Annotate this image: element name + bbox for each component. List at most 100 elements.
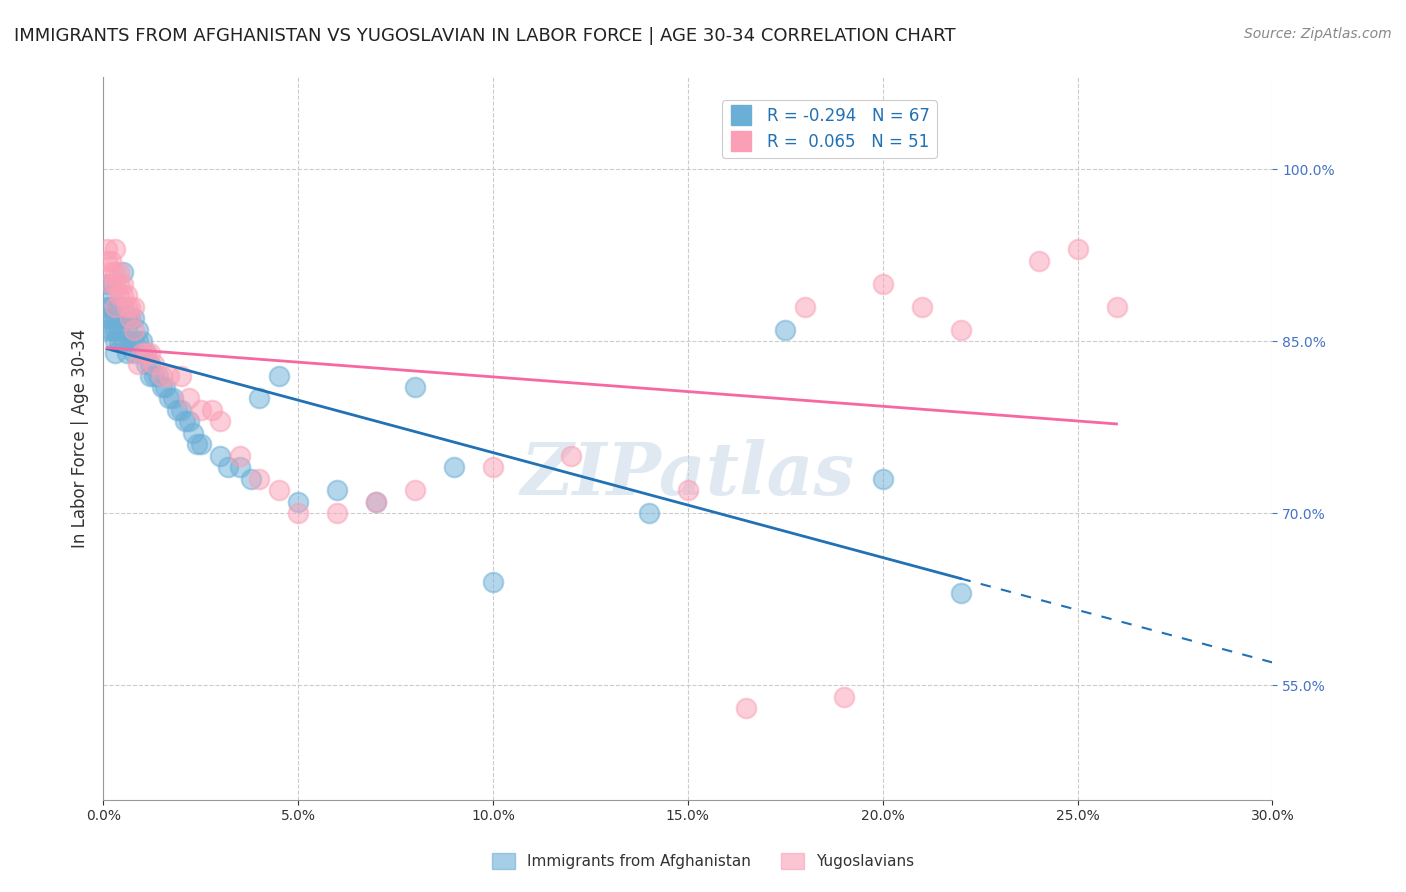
Point <box>832 690 855 704</box>
Point <box>404 483 426 498</box>
Point <box>96 277 118 291</box>
Point <box>190 437 212 451</box>
Point <box>1105 300 1128 314</box>
Point <box>287 506 309 520</box>
Point <box>560 449 582 463</box>
Point <box>96 253 118 268</box>
Point <box>124 311 146 326</box>
Point <box>949 586 972 600</box>
Point <box>404 380 426 394</box>
Point <box>124 300 146 314</box>
Point <box>115 311 138 326</box>
Point <box>228 449 250 463</box>
Point <box>190 403 212 417</box>
Point <box>104 345 127 359</box>
Point <box>482 574 505 589</box>
Point <box>170 368 193 383</box>
Point <box>131 345 153 359</box>
Point <box>170 403 193 417</box>
Point <box>104 277 127 291</box>
Legend: R = -0.294   N = 67, R =  0.065   N = 51: R = -0.294 N = 67, R = 0.065 N = 51 <box>723 100 936 158</box>
Point <box>96 323 118 337</box>
Point <box>124 334 146 348</box>
Point <box>107 288 129 302</box>
Point <box>120 300 142 314</box>
Point <box>127 357 149 371</box>
Point <box>157 368 180 383</box>
Point <box>100 311 122 326</box>
Point <box>107 300 129 314</box>
Point <box>107 323 129 337</box>
Point <box>100 265 122 279</box>
Point <box>1028 253 1050 268</box>
Point <box>872 472 894 486</box>
Point <box>104 265 127 279</box>
Point <box>100 277 122 291</box>
Point <box>104 323 127 337</box>
Point <box>111 277 134 291</box>
Point <box>177 392 200 406</box>
Point <box>100 253 122 268</box>
Point <box>107 277 129 291</box>
Point <box>135 345 157 359</box>
Point <box>773 323 796 337</box>
Point <box>96 311 118 326</box>
Point <box>146 368 169 383</box>
Point <box>100 288 122 302</box>
Point <box>166 403 188 417</box>
Point <box>186 437 208 451</box>
Legend: Immigrants from Afghanistan, Yugoslavians: Immigrants from Afghanistan, Yugoslavian… <box>485 847 921 875</box>
Point <box>267 483 290 498</box>
Point <box>735 701 758 715</box>
Point <box>131 345 153 359</box>
Point <box>96 300 118 314</box>
Point <box>209 449 232 463</box>
Point <box>157 392 180 406</box>
Point <box>127 323 149 337</box>
Point <box>1066 243 1088 257</box>
Point <box>142 368 165 383</box>
Point <box>100 277 122 291</box>
Point <box>135 345 157 359</box>
Point <box>793 300 815 314</box>
Point <box>676 483 699 498</box>
Text: IMMIGRANTS FROM AFGHANISTAN VS YUGOSLAVIAN IN LABOR FORCE | AGE 30-34 CORRELATIO: IMMIGRANTS FROM AFGHANISTAN VS YUGOSLAVI… <box>14 27 956 45</box>
Point <box>162 392 184 406</box>
Point <box>107 334 129 348</box>
Point <box>949 323 972 337</box>
Point <box>100 300 122 314</box>
Point <box>150 380 173 394</box>
Point <box>228 460 250 475</box>
Point <box>217 460 239 475</box>
Point <box>247 472 270 486</box>
Point <box>120 311 142 326</box>
Point <box>104 243 127 257</box>
Point <box>201 403 224 417</box>
Point <box>107 311 129 326</box>
Point <box>139 357 162 371</box>
Point <box>124 345 146 359</box>
Point <box>150 368 173 383</box>
Point <box>104 300 127 314</box>
Point <box>326 506 349 520</box>
Point <box>135 357 157 371</box>
Point <box>104 311 127 326</box>
Point <box>139 345 162 359</box>
Point <box>142 357 165 371</box>
Point <box>139 368 162 383</box>
Point <box>637 506 659 520</box>
Point <box>115 300 138 314</box>
Point <box>174 414 197 428</box>
Point <box>111 288 134 302</box>
Point <box>209 414 232 428</box>
Point <box>120 334 142 348</box>
Point <box>111 265 134 279</box>
Point <box>910 300 932 314</box>
Point <box>115 288 138 302</box>
Point <box>240 472 263 486</box>
Text: ZIPatlas: ZIPatlas <box>520 439 855 510</box>
Point <box>482 460 505 475</box>
Point <box>177 414 200 428</box>
Text: Source: ZipAtlas.com: Source: ZipAtlas.com <box>1244 27 1392 41</box>
Point <box>120 311 142 326</box>
